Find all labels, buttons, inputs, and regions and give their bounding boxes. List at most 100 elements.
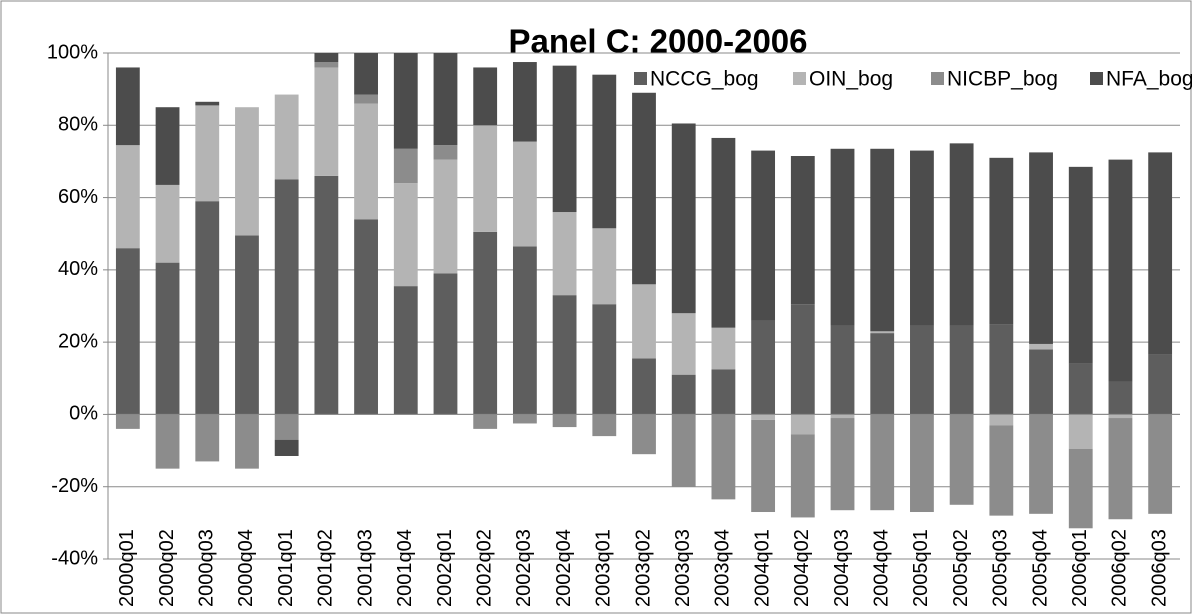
x-tick-label: 2003q03 [672,529,694,607]
bar-segment [1108,414,1133,419]
x-tick-label: 2002q02 [473,529,495,607]
bar-segment [949,143,974,326]
bar-segment [910,150,934,326]
bar-segment [115,248,140,415]
bar-segment [393,286,418,415]
x-tick-label: 2004q02 [791,529,813,607]
x-tick-label: 2001q04 [394,529,416,607]
bar-segment [512,141,537,247]
bar-segment [393,183,418,287]
x-tick-label: 2005q01 [910,529,932,607]
legend-swatch [793,72,806,85]
bar-segment [393,53,418,149]
x-tick-label: 2005q04 [1029,529,1051,607]
bar-segment [1108,381,1133,415]
x-tick-label: 2006q01 [1069,529,1091,607]
bar-segment [790,304,815,415]
bar-segment [949,414,974,505]
bar-segment [751,150,776,321]
bar-segment [433,273,458,415]
bar-segment [115,145,140,249]
x-tick-label: 2004q01 [751,529,773,607]
bar-segment [671,374,696,415]
bar-segment [155,184,180,263]
y-tick-label: 60% [58,186,98,208]
bar-segment [1029,349,1053,415]
legend-label: NCCG_bog [650,68,759,91]
bar-segment [910,325,934,415]
x-tick-label: 2006q03 [1148,529,1170,607]
bar-segment [274,414,299,440]
bar-segment [274,439,299,456]
bar-segment [949,325,974,415]
bar-segment [989,425,1014,516]
bar-segment [552,414,577,428]
legend-label: NICBP_bog [947,68,1058,91]
x-tick-label: 2005q02 [950,529,972,607]
bar-segment [592,228,617,305]
x-tick-label: 2004q03 [831,529,853,607]
bar-segment [830,414,855,419]
x-tick-label: 2002q03 [513,529,535,607]
bar-segment [790,414,815,435]
x-tick-label: 2003q02 [632,529,654,607]
bar-segment [473,231,498,415]
bar-segment [354,94,378,104]
bar-segment [870,331,895,334]
x-tick-label: 2001q02 [315,529,337,607]
bar-segment [671,123,696,314]
bar-segment [354,53,378,95]
bar-segment [1148,414,1173,514]
bar-segment [195,414,220,462]
bar-segment [274,179,299,415]
bar-segment [512,246,537,415]
x-tick-label: 2000q04 [235,529,257,607]
bar-segment [235,414,259,469]
y-tick-label: 40% [58,258,98,280]
bar-segment [790,434,815,518]
bar-segment [632,358,656,415]
y-tick-label: -20% [51,475,98,497]
bar-segment [195,101,220,106]
bar-segment [473,414,498,429]
bar-segment [473,125,498,232]
bar-segment [592,414,617,437]
bar-segment [592,74,617,229]
bar-segment [711,414,736,500]
bar-segment [473,67,498,126]
bar-segment [830,148,855,326]
legend-label: OIN_bog [809,68,893,91]
x-tick-label: 2002q04 [553,529,575,607]
y-tick-label: 0% [69,403,98,425]
bar-segment [155,107,180,185]
x-tick-label: 2006q02 [1109,529,1131,607]
bar-segment [115,414,140,429]
bar-segment [671,313,696,375]
bar-segment [751,419,776,513]
bar-segment [870,333,895,415]
bar-segment [1029,152,1053,344]
bar-segment [711,137,736,328]
bar-segment [235,107,259,236]
bar-segment [552,295,577,415]
bar-segment [314,62,339,68]
legend-swatch [1090,72,1103,85]
x-tick-label: 2000q03 [196,529,218,607]
bar-segment [751,414,776,420]
bar-segment [870,148,895,332]
bar-segment [592,304,617,415]
x-tick-label: 2000q01 [116,529,138,607]
bar-segment [155,414,180,469]
bar-segment [552,65,577,213]
bar-segment [1068,448,1093,529]
bar-segment [433,159,458,274]
x-tick-label: 2000q02 [156,529,178,607]
bar-segment [235,235,259,415]
x-tick-label: 2004q04 [871,529,893,607]
bar-segment [910,414,934,513]
bar-segment [1148,354,1173,415]
x-tick-label: 2003q01 [593,529,615,607]
bar-segment [790,156,815,305]
x-tick-label: 2003q04 [712,529,734,607]
